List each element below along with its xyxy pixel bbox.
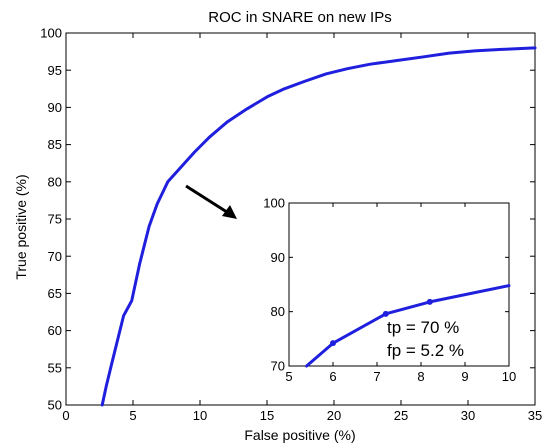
inset-x-tick-label: 9 xyxy=(461,369,468,384)
fp-annotation: fp = 5.2 % xyxy=(387,341,464,360)
tp-annotation: tp = 70 % xyxy=(387,318,459,337)
main-y-tick-label: 90 xyxy=(48,100,62,115)
inset-y-tick-label: 70 xyxy=(271,359,285,374)
main-y-tick-label: 80 xyxy=(48,174,62,189)
main-x-tick-label: 35 xyxy=(528,408,542,423)
inset-x-tick-label: 8 xyxy=(417,369,424,384)
main-y-tick-label: 100 xyxy=(40,26,62,41)
main-y-tick-label: 85 xyxy=(48,137,62,152)
inset-x-tick-label: 10 xyxy=(502,369,516,384)
main-x-tick-label: 20 xyxy=(327,408,341,423)
inset-marker xyxy=(426,298,433,305)
main-x-tick-label: 10 xyxy=(193,408,207,423)
y-axis-label: True positive (%) xyxy=(13,174,29,279)
inset-plot: 5 6 7 8 9 10 70 80 90 100 tp = 70 % fp = 5.2 % xyxy=(263,196,516,384)
main-x-tick-label: 30 xyxy=(461,408,475,423)
main-roc-line xyxy=(100,46,537,407)
main-x-tick-label: 5 xyxy=(129,408,136,423)
main-y-tick-label: 95 xyxy=(48,63,62,78)
inset-x-tick-label: 6 xyxy=(329,369,336,384)
x-axis-label: False positive (%) xyxy=(244,427,355,443)
main-x-tick-label: 0 xyxy=(62,408,69,423)
inset-frame xyxy=(288,202,510,367)
inset-y-tick-label: 80 xyxy=(271,304,285,319)
inset-y-tick-label: 90 xyxy=(271,250,285,265)
main-y-tick-label: 75 xyxy=(48,212,62,227)
main-x-tick-label: 15 xyxy=(260,408,274,423)
main-y-tick-label: 55 xyxy=(48,360,62,375)
inset-marker xyxy=(330,340,336,347)
main-y-tick-label: 70 xyxy=(48,249,62,264)
main-y-tick-label: 50 xyxy=(48,398,62,413)
main-x-tick-label: 25 xyxy=(394,408,408,423)
inset-arrow xyxy=(185,184,237,219)
inset-marker xyxy=(382,310,389,317)
main-title: ROC in SNARE on new IPs xyxy=(208,9,391,26)
inset-y-tick-label: 100 xyxy=(263,196,285,211)
main-y-tick-label: 60 xyxy=(48,323,62,338)
inset-x-tick-label: 7 xyxy=(373,369,380,384)
main-y-tick-label: 65 xyxy=(48,286,62,301)
inset-x-tick-label: 5 xyxy=(285,369,292,384)
